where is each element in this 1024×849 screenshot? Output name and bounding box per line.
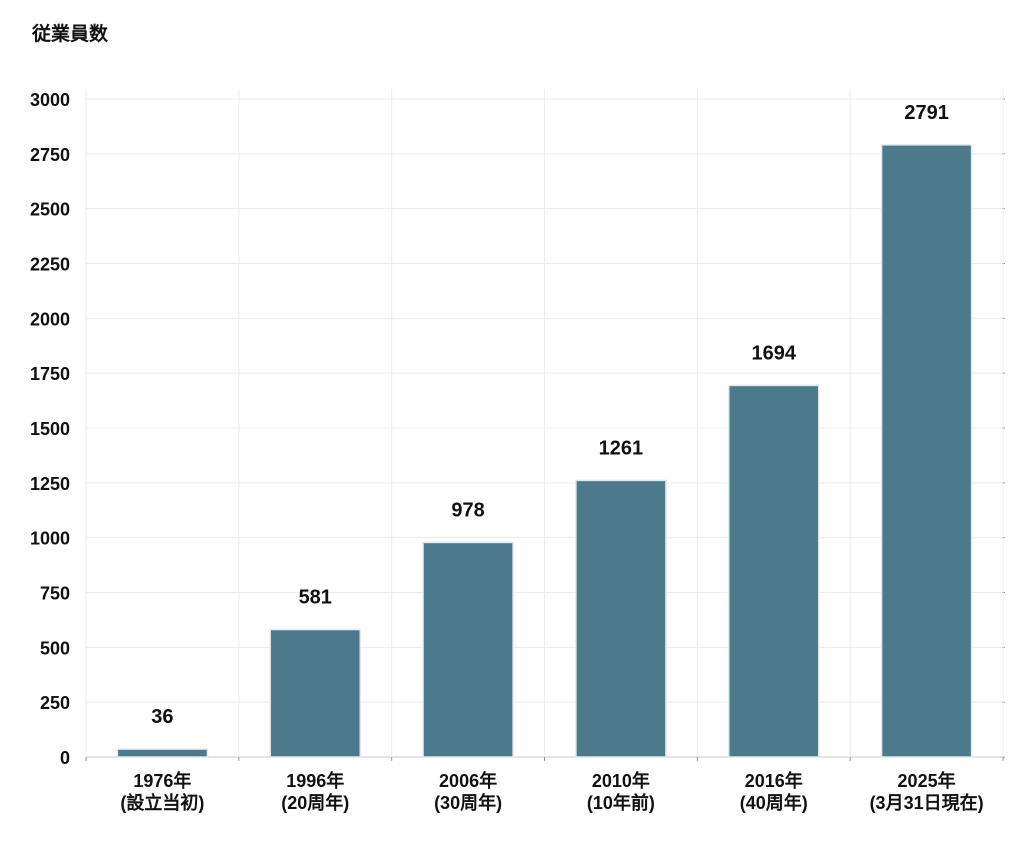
bars <box>116 144 973 758</box>
data-label: 978 <box>451 499 484 521</box>
x-tick-label: (3月31日現在) <box>870 792 984 813</box>
x-tick-label: (30周年) <box>434 792 502 813</box>
y-tick-label: 500 <box>40 638 70 658</box>
x-tick-label: 2006年 <box>439 770 497 791</box>
bar <box>575 479 667 758</box>
y-tick-label: 1000 <box>30 529 70 549</box>
y-tick-label: 1750 <box>30 364 70 384</box>
x-tick-label: 1996年 <box>286 770 344 791</box>
x-axis-labels: 1976年(設立当初) 1996年(20周年) 2006年(30周年) 2010年(1… <box>120 770 983 813</box>
bar <box>880 144 973 758</box>
y-axis-title: 従業員数 <box>31 22 109 45</box>
y-tick-label: 250 <box>40 693 70 713</box>
y-tick-label: 2750 <box>30 145 70 165</box>
y-axis-ticks: 0 250 500 750 1000 1250 1500 1750 2000 2250 2500 27… <box>30 90 70 768</box>
x-tick-label: 2016年 <box>745 770 803 791</box>
bar <box>422 541 514 758</box>
x-tick-label: (10年前) <box>587 792 655 813</box>
data-label: 1261 <box>599 437 644 459</box>
y-tick-label: 750 <box>40 584 70 604</box>
y-tick-label: 3000 <box>30 90 70 110</box>
y-tick-label: 1250 <box>30 474 70 494</box>
x-tick-label: (設立当初) <box>120 792 204 813</box>
x-tick-label: 2025年 <box>898 770 956 791</box>
data-label: 2791 <box>904 102 949 124</box>
y-tick-label: 2000 <box>30 309 70 329</box>
bar <box>116 748 209 758</box>
x-tick-label: 1976年 <box>133 770 191 791</box>
bar <box>728 384 820 758</box>
x-tick-label: (40周年) <box>740 792 808 813</box>
data-label: 1694 <box>752 342 797 364</box>
bar <box>269 628 361 758</box>
data-label: 581 <box>299 587 332 609</box>
grid <box>85 89 1005 761</box>
y-tick-label: 2250 <box>30 255 70 275</box>
y-tick-label: 2500 <box>30 200 70 220</box>
value-labels: 36 581 978 1261 1694 2791 <box>151 102 949 728</box>
x-tick-label: (20周年) <box>281 792 349 813</box>
x-tick-label: 2010年 <box>592 770 650 791</box>
y-tick-label: 1500 <box>30 419 70 439</box>
data-label: 36 <box>151 706 173 728</box>
y-tick-label: 0 <box>60 748 70 768</box>
